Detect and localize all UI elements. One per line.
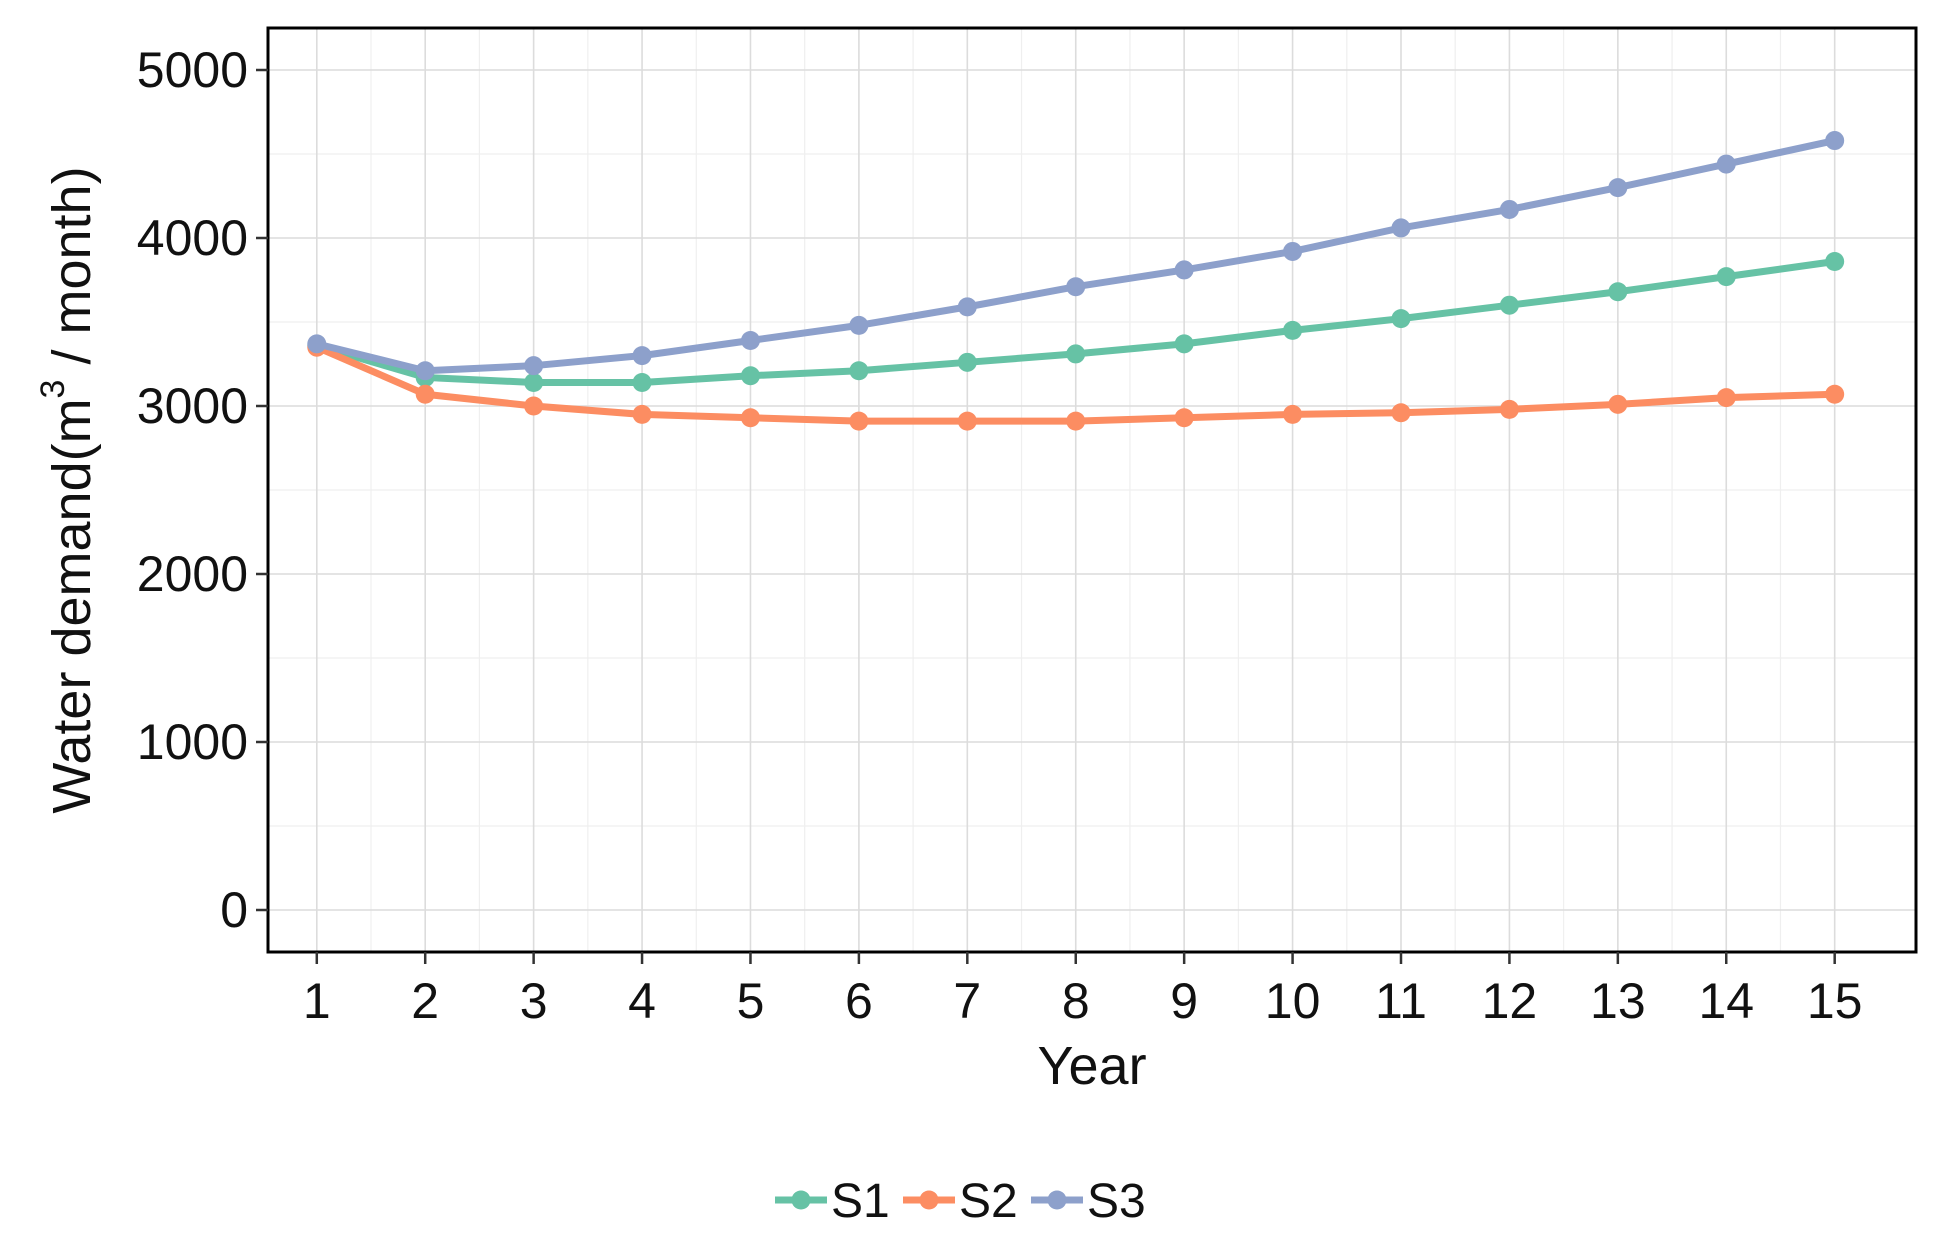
legend-label: S2 — [959, 1175, 1018, 1228]
x-tick-label: 10 — [1265, 973, 1321, 1029]
data-point — [632, 404, 652, 424]
data-point — [1391, 218, 1411, 238]
y-tick-label: 2000 — [137, 546, 248, 602]
minor-grid — [268, 28, 1916, 952]
data-point — [740, 330, 760, 350]
series-layer — [307, 131, 1845, 431]
data-point — [849, 315, 869, 335]
data-point — [1174, 260, 1194, 280]
y-axis-title-unit-rest: / month — [42, 184, 102, 379]
x-tick-label: 15 — [1807, 973, 1863, 1029]
y-tick-label: 3000 — [137, 378, 248, 434]
data-point — [849, 411, 869, 431]
x-tick-label: 4 — [628, 973, 656, 1029]
data-point — [1608, 178, 1628, 198]
data-point — [524, 396, 544, 416]
y-axis-title-unit-exponent: 3 — [34, 380, 72, 399]
legend-key-point — [1047, 1190, 1067, 1210]
data-point — [849, 361, 869, 381]
x-tick-label: 3 — [520, 973, 548, 1029]
data-point — [740, 366, 760, 386]
y-axis-title-open-paren: ( — [42, 443, 102, 461]
data-point — [1283, 241, 1303, 261]
series-s1 — [307, 252, 1845, 392]
data-point — [632, 372, 652, 392]
y-tick-label: 1000 — [137, 714, 248, 770]
data-point — [1174, 334, 1194, 354]
data-point — [1825, 131, 1845, 151]
x-tick-labels: 1 2 3 4 5 6 7 8 9 10 11 12 13 14 15 — [303, 973, 1863, 1029]
data-point — [957, 352, 977, 372]
data-point — [1716, 388, 1736, 408]
data-point — [957, 297, 977, 317]
y-tick-label: 4000 — [137, 210, 248, 266]
data-point — [1825, 252, 1845, 272]
series-s2 — [307, 337, 1845, 431]
legend-item-s2: S2 — [903, 1175, 1018, 1228]
x-tick-label: 12 — [1482, 973, 1538, 1029]
y-axis-title-close-paren: ) — [42, 166, 102, 184]
data-point — [1283, 320, 1303, 340]
data-point — [957, 411, 977, 431]
x-tick-label: 2 — [411, 973, 439, 1029]
y-axis-title: Water demand(m3 / month) — [34, 166, 102, 813]
legend-label: S1 — [831, 1175, 890, 1228]
data-point — [1174, 408, 1194, 428]
axis-ticks — [256, 68, 1836, 964]
data-point — [415, 361, 435, 381]
data-point — [1391, 309, 1411, 329]
data-point — [1608, 282, 1628, 302]
x-tick-label: 13 — [1590, 973, 1646, 1029]
data-point — [1066, 277, 1086, 297]
legend-label: S3 — [1087, 1175, 1146, 1228]
y-axis-title-unit-base: m — [42, 398, 102, 443]
x-axis-title: Year — [1037, 1036, 1146, 1096]
plot-panel-border — [266, 26, 1918, 954]
data-point — [1825, 384, 1845, 404]
data-point — [524, 372, 544, 392]
data-point — [632, 346, 652, 366]
data-point — [1499, 295, 1519, 315]
x-tick-label: 14 — [1698, 973, 1754, 1029]
data-point — [1391, 403, 1411, 423]
x-tick-label: 8 — [1062, 973, 1090, 1029]
data-point — [1716, 154, 1736, 174]
legend: S1 S2 S3 — [775, 1175, 1146, 1228]
x-tick-label: 9 — [1170, 973, 1198, 1029]
y-tick-label: 0 — [220, 882, 248, 938]
x-tick-label: 7 — [953, 973, 981, 1029]
legend-item-s3: S3 — [1031, 1175, 1146, 1228]
data-point — [524, 356, 544, 376]
data-point — [1283, 404, 1303, 424]
data-point — [1499, 199, 1519, 219]
data-point — [740, 408, 760, 428]
x-tick-label: 6 — [845, 973, 873, 1029]
x-tick-label: 11 — [1375, 973, 1427, 1029]
legend-item-s1: S1 — [775, 1175, 890, 1228]
data-point — [307, 334, 327, 354]
data-point — [1716, 267, 1736, 287]
y-tick-labels: 0 1000 2000 3000 4000 5000 — [137, 42, 248, 938]
y-axis-title-prefix: Water demand — [42, 461, 102, 813]
data-point — [1608, 394, 1628, 414]
data-point — [1066, 411, 1086, 431]
data-point — [1066, 344, 1086, 364]
x-tick-label: 5 — [737, 973, 765, 1029]
data-point — [415, 384, 435, 404]
data-point — [1499, 399, 1519, 419]
y-tick-label: 5000 — [137, 42, 248, 98]
series-s3 — [307, 131, 1845, 381]
x-tick-label: 1 — [303, 973, 331, 1029]
legend-key-point — [791, 1190, 811, 1210]
legend-key-point — [919, 1190, 939, 1210]
